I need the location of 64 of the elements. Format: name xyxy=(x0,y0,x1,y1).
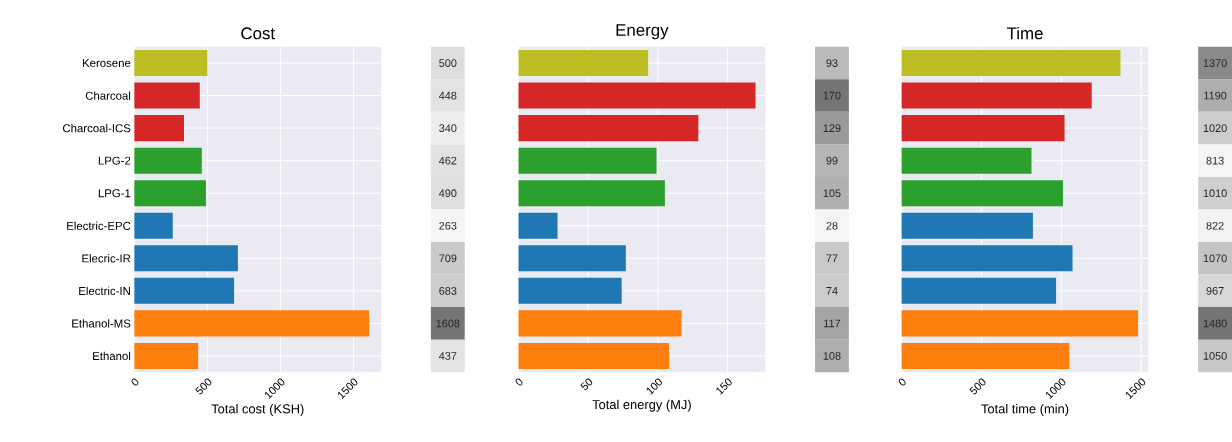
y-tick-label: Charcoal xyxy=(85,91,131,100)
data-label: 448 xyxy=(438,91,457,100)
bar xyxy=(518,50,649,77)
data-label: 1070 xyxy=(1203,254,1227,263)
bar xyxy=(518,310,682,337)
data-label: 1010 xyxy=(1203,189,1227,198)
y-tick-label: LPG-1 xyxy=(98,189,131,198)
data-label: 108 xyxy=(823,352,841,360)
bar xyxy=(518,147,657,174)
data-label: 263 xyxy=(439,221,457,230)
chart-title: Cost xyxy=(241,27,275,40)
data-label: 77 xyxy=(826,254,838,263)
y-tick-label: Ethanol-MS xyxy=(72,319,131,328)
x-axis-title: Total energy (MJ) xyxy=(592,399,691,412)
y-tick-label: Ethanol xyxy=(93,351,131,361)
data-label: 967 xyxy=(1206,287,1224,295)
x-tick-label: 150 xyxy=(716,378,732,395)
bar xyxy=(518,342,670,370)
chart-title: Energy xyxy=(616,24,669,40)
x-tick-label: 0 xyxy=(515,378,523,386)
y-tick-label: Electric-IN xyxy=(79,286,130,296)
bar xyxy=(518,82,756,109)
x-tick-label: 0 xyxy=(898,378,906,386)
data-label: 105 xyxy=(823,189,841,198)
data-label: 93 xyxy=(826,59,838,67)
bar xyxy=(518,115,699,142)
bar xyxy=(518,180,665,207)
x-tick-label: 0 xyxy=(131,378,139,386)
bar xyxy=(518,212,558,239)
data-label: 822 xyxy=(1206,221,1224,230)
x-tick-label: 500 xyxy=(195,378,212,395)
bar xyxy=(518,245,626,272)
data-label: 462 xyxy=(438,156,457,165)
data-label: 1050 xyxy=(1203,352,1227,360)
x-axis-title: Total time (min) xyxy=(981,404,1069,417)
data-label: 99 xyxy=(826,156,838,165)
y-tick-label: Electric-EPC xyxy=(67,221,131,231)
y-tick-label: Kerosene xyxy=(82,59,131,68)
x-tick-label: 100 xyxy=(646,378,662,395)
x-axis-title: Total cost (KSH) xyxy=(211,404,304,417)
y-tick-label: Elecric-IR xyxy=(82,254,131,263)
y-tick-label: Charcoal-ICS xyxy=(62,124,131,133)
y-tick-label: LPG-2 xyxy=(98,156,131,165)
data-label: 28 xyxy=(826,221,838,230)
data-label: 683 xyxy=(439,287,457,295)
data-label: 117 xyxy=(824,319,841,328)
data-label: 1190 xyxy=(1204,91,1227,100)
data-label: 490 xyxy=(438,189,457,198)
data-label: 340 xyxy=(439,124,457,133)
data-label: 813 xyxy=(1206,156,1224,165)
bar xyxy=(518,277,622,304)
data-label: 437 xyxy=(438,352,457,360)
data-label: 1370 xyxy=(1203,59,1227,67)
x-tick-label: 50 xyxy=(580,378,593,391)
data-label: 1020 xyxy=(1203,124,1227,133)
data-label: 129 xyxy=(823,124,841,133)
data-label: 170 xyxy=(823,91,841,100)
data-label: 74 xyxy=(826,287,838,295)
chart-title: Time xyxy=(1006,27,1043,40)
x-tick-label: 500 xyxy=(969,378,986,395)
data-label: 1480 xyxy=(1203,319,1227,328)
data-label: 1608 xyxy=(436,319,460,328)
data-label: 709 xyxy=(439,254,457,263)
data-label: 500 xyxy=(439,59,457,67)
